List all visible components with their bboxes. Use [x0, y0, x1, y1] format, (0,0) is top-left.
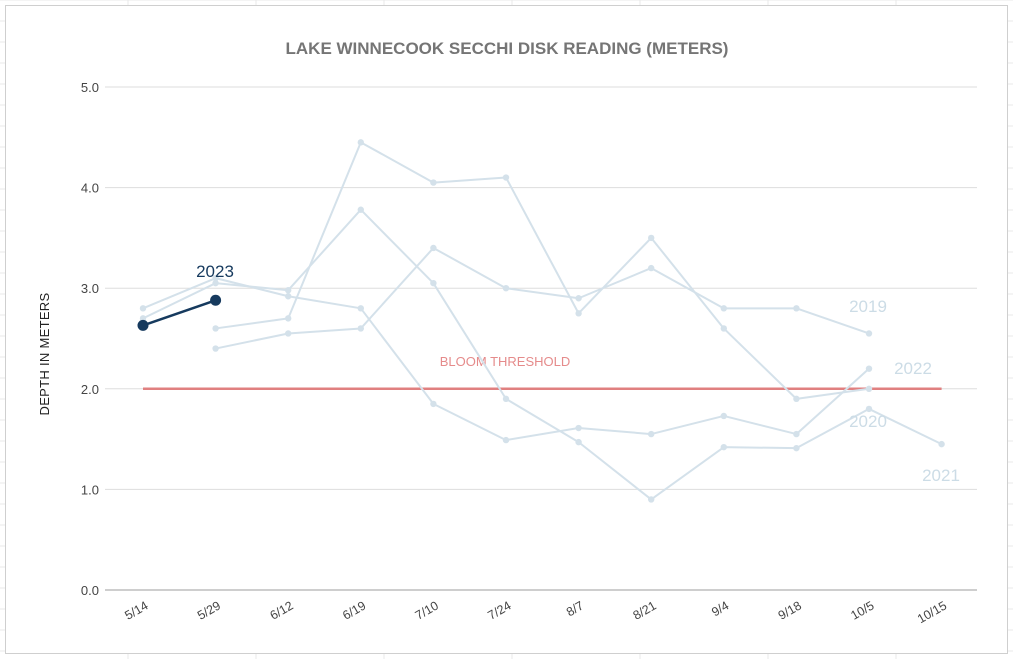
- data-point-2022: [720, 412, 727, 420]
- x-tick-label: 9/4: [709, 598, 731, 619]
- data-point-2022: [648, 430, 655, 438]
- y-tick-label: 5.0: [81, 80, 99, 95]
- series-2023: [137, 294, 222, 331]
- data-point-2019: [865, 330, 873, 337]
- data-point-2022: [793, 430, 800, 438]
- chart-title: LAKE WINNECOOK SECCHI DISK READING (METE…: [286, 39, 729, 58]
- y-tick-label: 2.0: [81, 382, 99, 397]
- data-point-2021: [212, 279, 219, 287]
- series-line-2021: [142, 208, 943, 501]
- x-tick-label: 7/10: [413, 598, 441, 622]
- series-line-2023: [142, 299, 217, 327]
- data-point-2021: [648, 496, 655, 503]
- data-point-2021: [865, 405, 873, 413]
- data-point-2019: [285, 330, 292, 337]
- y-tick-label: 4.0: [81, 181, 99, 196]
- x-tick-label: 5/14: [122, 598, 150, 622]
- bloom-threshold-label: BLOOM THRESHOLD: [440, 354, 571, 369]
- data-point-2019: [430, 244, 437, 252]
- series-2021: [139, 206, 945, 503]
- series-2019: [212, 244, 873, 352]
- data-point-2020: [502, 174, 510, 181]
- data-point-2020: [212, 325, 219, 332]
- y-axis-label: DEPTH IN METERS: [37, 293, 52, 416]
- series-label-group: 2019 2020 2021 2022 2023: [196, 262, 960, 485]
- data-point-2022: [865, 365, 873, 372]
- data-point-2019: [502, 285, 510, 292]
- data-point-2022: [212, 274, 219, 282]
- series-2022: [139, 274, 873, 444]
- x-tick-label: 10/5: [848, 598, 876, 622]
- series-label-2019: 2019: [849, 297, 887, 316]
- x-tick-label: 9/18: [776, 598, 804, 622]
- data-point-2019: [357, 325, 364, 332]
- data-point-2019: [212, 345, 219, 352]
- data-point-2021: [285, 287, 292, 294]
- series-label-2020: 2020: [849, 412, 887, 431]
- chart-container[interactable]: [5, 5, 1008, 654]
- y-tick-label: 1.0: [81, 482, 99, 497]
- data-point-2022: [285, 293, 292, 300]
- data-point-2020: [357, 139, 364, 146]
- data-point-2021: [430, 279, 437, 287]
- series-2020: [212, 139, 873, 403]
- data-point-2020: [793, 395, 800, 403]
- data-point-2021: [575, 438, 582, 446]
- x-tick-label: 8/7: [564, 598, 586, 619]
- y-tick-label: 0.0: [81, 583, 99, 598]
- data-point-2021: [139, 315, 147, 322]
- y-tick-labels: 0.0 1.0 2.0 3.0 4.0 5.0: [81, 80, 99, 598]
- series-label-2022: 2022: [894, 359, 932, 378]
- x-tick-label: 5/29: [195, 598, 223, 622]
- data-point-2023: [137, 319, 149, 331]
- x-tick-label: 10/15: [915, 598, 949, 626]
- x-tick-label: 6/12: [268, 598, 296, 622]
- data-point-2020: [865, 385, 873, 392]
- y-tick-label: 3.0: [81, 281, 99, 296]
- data-point-2022: [357, 305, 364, 312]
- data-point-2021: [357, 206, 364, 213]
- data-point-2019: [793, 305, 800, 312]
- data-point-2020: [430, 179, 437, 186]
- series-line-2020: [215, 141, 870, 400]
- data-point-2021: [502, 395, 510, 403]
- series-label-2023: 2023: [196, 262, 234, 281]
- series-line-2019: [215, 246, 870, 350]
- data-point-2021: [793, 444, 800, 452]
- data-point-2022: [575, 424, 582, 432]
- data-point-2019: [575, 295, 582, 302]
- data-point-2019: [648, 264, 655, 272]
- x-tick-label: 7/24: [485, 598, 513, 622]
- series-label-2021: 2021: [922, 466, 960, 485]
- data-point-2020: [285, 315, 292, 322]
- data-point-2019: [720, 305, 727, 312]
- data-point-2021: [720, 443, 727, 451]
- x-tick-label: 6/19: [340, 598, 368, 622]
- data-point-2020: [575, 310, 582, 317]
- gridlines: [105, 86, 977, 591]
- data-point-2023: [210, 294, 222, 306]
- series-group: [137, 139, 945, 503]
- data-point-2020: [720, 325, 727, 332]
- bloom-threshold-group: BLOOM THRESHOLD: [143, 354, 942, 391]
- data-point-2022: [430, 400, 437, 408]
- data-point-2022: [502, 436, 510, 444]
- x-tick-label: 8/21: [631, 598, 659, 622]
- data-point-2020: [648, 234, 655, 242]
- data-point-2021: [938, 440, 945, 448]
- data-point-2022: [139, 305, 147, 312]
- x-tick-labels: 5/14 5/29 6/12 6/19 7/10 7/24 8/7 8/21 9/4 9/18 10…: [122, 598, 949, 626]
